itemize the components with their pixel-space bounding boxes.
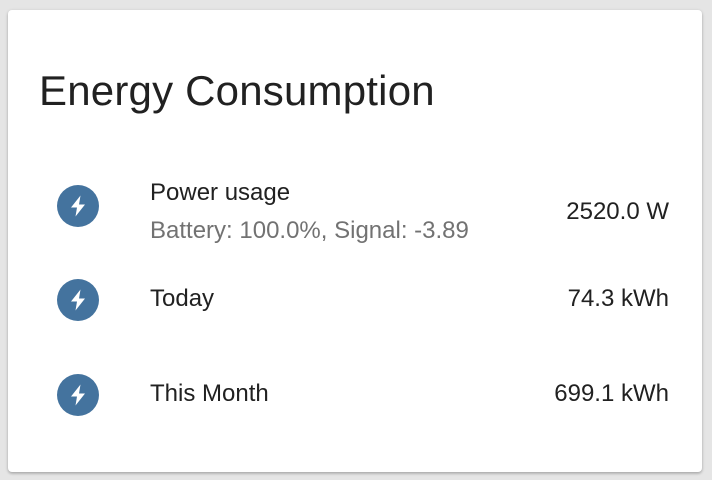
entity-state: 74.3 kWh — [567, 285, 669, 312]
flash-icon — [57, 279, 99, 321]
entity-row-today[interactable]: Today 74.3 kWh — [8, 270, 702, 330]
card-title: Energy Consumption — [39, 67, 435, 114]
entity-row-power-usage[interactable]: Power usage Battery: 100.0%, Signal: -3.… — [8, 170, 702, 250]
flash-icon — [57, 185, 99, 227]
entity-state: 699.1 kWh — [554, 380, 669, 407]
entity-name: Today — [150, 285, 215, 312]
entity-name: Power usage — [150, 179, 291, 206]
entity-name: This Month — [150, 380, 269, 407]
entity-state: 2520.0 W — [566, 198, 669, 225]
flash-icon — [57, 374, 99, 416]
entity-secondary-info: Battery: 100.0%, Signal: -3.89 — [150, 217, 469, 244]
energy-card: Energy Consumption Power usage Battery: … — [8, 10, 702, 472]
entity-row-this-month[interactable]: This Month 699.1 kWh — [8, 364, 702, 424]
